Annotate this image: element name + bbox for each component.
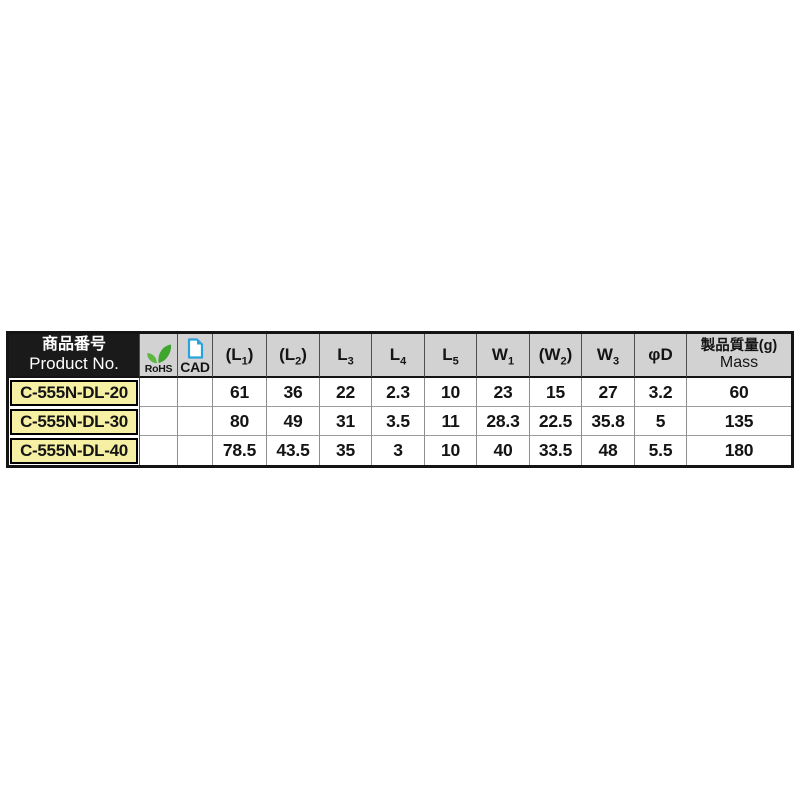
spec-value-cell: 43.5 xyxy=(267,436,320,465)
spec-value-cell: 33.5 xyxy=(530,436,582,465)
product-row-label-cell: C-555N-DL-40 xyxy=(9,436,140,465)
spec-value-cell: 49 xyxy=(267,407,320,436)
col-header-w2: (W2) xyxy=(530,334,582,378)
spec-value-cell: 5 xyxy=(635,407,687,436)
product-no-badge: C-555N-DL-30 xyxy=(10,408,138,435)
col-header-l4: L4 xyxy=(372,334,425,378)
cad-header-label: CAD xyxy=(180,359,210,375)
product-no-header-en: Product No. xyxy=(29,354,119,374)
rohs-value-cell xyxy=(140,407,178,436)
spec-value-cell: 22 xyxy=(320,378,372,407)
rohs-header-label: RoHS xyxy=(144,362,173,375)
product-row-label-cell: C-555N-DL-30 xyxy=(9,407,140,436)
cad-file-icon xyxy=(187,338,203,359)
spec-value-cell: 2.3 xyxy=(372,378,425,407)
col-header-l3: L3 xyxy=(320,334,372,378)
spec-value-cell: 36 xyxy=(267,378,320,407)
spec-value-cell: 48 xyxy=(582,436,635,465)
spec-value-cell: 10 xyxy=(425,436,477,465)
spec-value-cell: 61 xyxy=(213,378,267,407)
spec-value-cell: 80 xyxy=(213,407,267,436)
rohs-value-cell xyxy=(140,436,178,465)
spec-value-cell: 3.5 xyxy=(372,407,425,436)
cad-value-cell xyxy=(178,378,213,407)
spec-value-cell: 31 xyxy=(320,407,372,436)
spec-value-cell: 11 xyxy=(425,407,477,436)
mass-header-en: Mass xyxy=(719,354,759,372)
spec-value-cell: 15 xyxy=(530,378,582,407)
mass-header-cell: 製品質量(g) Mass xyxy=(687,334,791,378)
cad-header-cell: CAD xyxy=(178,334,213,378)
product-spec-table: 商品番号 Product No. RoHS CAD (L1) (L2) L3 L… xyxy=(6,331,794,468)
product-no-badge: C-555N-DL-40 xyxy=(10,437,138,464)
rohs-leaf-icon xyxy=(146,344,171,363)
mass-value-cell: 135 xyxy=(687,407,791,436)
spec-value-cell: 5.5 xyxy=(635,436,687,465)
spec-value-cell: 78.5 xyxy=(213,436,267,465)
spec-value-cell: 22.5 xyxy=(530,407,582,436)
spec-value-cell: 35.8 xyxy=(582,407,635,436)
col-header-w1: W1 xyxy=(477,334,530,378)
spec-value-cell: 27 xyxy=(582,378,635,407)
spec-value-cell: 3 xyxy=(372,436,425,465)
spec-value-cell: 3.2 xyxy=(635,378,687,407)
col-header-w3: W3 xyxy=(582,334,635,378)
col-header-l5: L5 xyxy=(425,334,477,378)
cad-value-cell xyxy=(178,407,213,436)
spec-value-cell: 10 xyxy=(425,378,477,407)
rohs-header-cell: RoHS xyxy=(140,334,178,378)
mass-value-cell: 60 xyxy=(687,378,791,407)
cad-value-cell xyxy=(178,436,213,465)
product-no-header-cell: 商品番号 Product No. xyxy=(9,334,140,378)
col-header-l2: (L2) xyxy=(267,334,320,378)
product-no-badge: C-555N-DL-20 xyxy=(10,379,138,406)
rohs-value-cell xyxy=(140,378,178,407)
spec-value-cell: 23 xyxy=(477,378,530,407)
spec-value-cell: 28.3 xyxy=(477,407,530,436)
spec-value-cell: 35 xyxy=(320,436,372,465)
col-header-phi-d: φD xyxy=(635,334,687,378)
product-no-header-jp: 商品番号 xyxy=(41,336,106,354)
spec-value-cell: 40 xyxy=(477,436,530,465)
col-header-l1: (L1) xyxy=(213,334,267,378)
mass-header-jp: 製品質量(g) xyxy=(700,337,778,354)
mass-value-cell: 180 xyxy=(687,436,791,465)
product-row-label-cell: C-555N-DL-20 xyxy=(9,378,140,407)
